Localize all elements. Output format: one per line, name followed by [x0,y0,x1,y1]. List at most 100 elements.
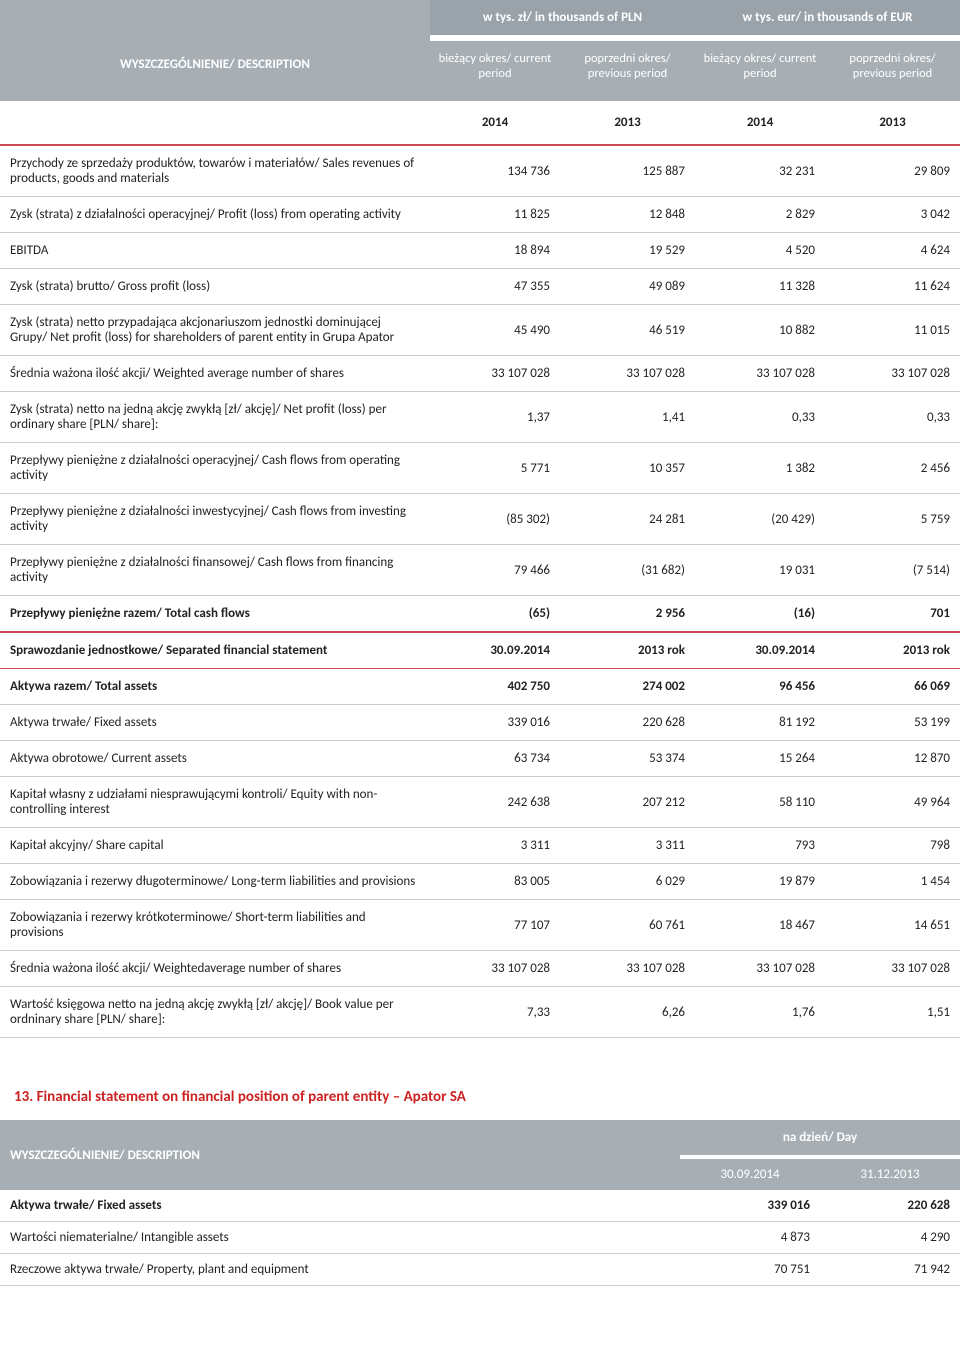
row-value: 33 107 028 [560,356,695,392]
row-desc: Zysk (strata) netto na jedną akcję zwykł… [0,392,430,443]
row-desc: Kapitał akcyjny/ Share capital [0,828,430,864]
year-cell: 2013 [825,101,960,145]
row-value: 1,37 [430,392,560,443]
table-row: Zobowiązania i rezerwy krótkoterminowe/ … [0,900,960,951]
row-desc: Wartości niematerialne/ Intangible asset… [0,1222,680,1254]
row-value: 11 624 [825,269,960,305]
row-desc: Aktywa trwałe/ Fixed assets [0,1190,680,1222]
section-val: 30.09.2014 [430,632,560,669]
row-value: 1,76 [695,987,825,1038]
row-desc: Przepływy pieniężne z działalności finan… [0,545,430,596]
row-value: 3 311 [560,828,695,864]
row-value: 45 490 [430,305,560,356]
year-cell: 2014 [695,101,825,145]
row-desc: Średnia ważona ilość akcji/ Weightedaver… [0,951,430,987]
row-value: 220 628 [820,1190,960,1222]
row-desc: Rzeczowe aktywa trwałe/ Property, plant … [0,1254,680,1286]
row-value: 793 [695,828,825,864]
financial-summary-table: w tys. zł/ in thousands of PLN w tys. eu… [0,0,960,1038]
row-value: 10 357 [560,443,695,494]
row-desc: Przepływy pieniężne z działalności inwes… [0,494,430,545]
row-value: 242 638 [430,777,560,828]
table-row: Rzeczowe aktywa trwałe/ Property, plant … [0,1254,960,1286]
row-value: 3 042 [825,197,960,233]
row-value: 77 107 [430,900,560,951]
row-value: 33 107 028 [430,356,560,392]
row-value: 81 192 [695,705,825,741]
row-value: 207 212 [560,777,695,828]
t2-group-header: na dzień/ Day [680,1120,960,1157]
header-group-row: w tys. zł/ in thousands of PLN w tys. eu… [0,0,960,38]
header-period-row: WYSZCZEGÓLNIENIE/ DESCRIPTION bieżący ok… [0,38,960,101]
table-row: Zysk (strata) brutto/ Gross profit (loss… [0,269,960,305]
table-row: Przepływy pieniężne z działalności inwes… [0,494,960,545]
row-value: 33 107 028 [825,951,960,987]
table-row: Średnia ważona ilość akcji/ Weightedaver… [0,951,960,987]
row-desc: Aktywa razem/ Total assets [0,669,430,705]
row-value: 15 264 [695,741,825,777]
row-value: (20 429) [695,494,825,545]
row-value: (85 302) [430,494,560,545]
table-row: Przychody ze sprzedaży produktów, towaró… [0,145,960,197]
row-value: 11 015 [825,305,960,356]
row-value: (16) [695,596,825,633]
row-desc: Średnia ważona ilość akcji/ Weighted ave… [0,356,430,392]
row-value: 2 456 [825,443,960,494]
row-value: 18 467 [695,900,825,951]
row-desc: Zobowiązania i rezerwy krótkoterminowe/ … [0,900,430,951]
table-row: Kapitał akcyjny/ Share capital3 3113 311… [0,828,960,864]
position-statement-table: WYSZCZEGÓLNIENIE/ DESCRIPTION na dzień/ … [0,1120,960,1286]
row-value: 701 [825,596,960,633]
row-value: 0,33 [695,392,825,443]
row-value: 4 624 [825,233,960,269]
t2-description-header: WYSZCZEGÓLNIENIE/ DESCRIPTION [0,1120,680,1190]
table-row: Aktywa obrotowe/ Current assets63 73453 … [0,741,960,777]
row-value: 33 107 028 [695,356,825,392]
section-title: 13. Financial statement on financial pos… [0,1038,960,1120]
section-val: 2013 rok [560,632,695,669]
row-desc: Przychody ze sprzedaży produktów, towaró… [0,145,430,197]
row-value: 1,41 [560,392,695,443]
row-value: 4 520 [695,233,825,269]
row-value: 7,33 [430,987,560,1038]
row-value: 0,33 [825,392,960,443]
table-row: Aktywa trwałe/ Fixed assets339 016220 62… [0,1190,960,1222]
row-desc: Zobowiązania i rezerwy długoterminowe/ L… [0,864,430,900]
row-value: 11 825 [430,197,560,233]
t2-col: 31.12.2013 [820,1157,960,1190]
row-value: 4 290 [820,1222,960,1254]
row-value: 125 887 [560,145,695,197]
table-row: Przepływy pieniężne z działalności finan… [0,545,960,596]
table-row: Średnia ważona ilość akcji/ Weighted ave… [0,356,960,392]
row-value: 14 651 [825,900,960,951]
row-desc: Przepływy pieniężne z działalności opera… [0,443,430,494]
row-value: 19 031 [695,545,825,596]
row-value: 220 628 [560,705,695,741]
row-value: 274 002 [560,669,695,705]
row-value: 71 942 [820,1254,960,1286]
row-desc: Kapitał własny z udziałami niesprawujący… [0,777,430,828]
row-value: 1,51 [825,987,960,1038]
row-value: 339 016 [680,1190,820,1222]
row-value: 1 454 [825,864,960,900]
description-header: WYSZCZEGÓLNIENIE/ DESCRIPTION [0,38,430,101]
table-row: Zobowiązania i rezerwy długoterminowe/ L… [0,864,960,900]
period-current-eur: bieżący okres/ current period [695,38,825,101]
row-value: 798 [825,828,960,864]
row-value: 11 328 [695,269,825,305]
t2-head-row: WYSZCZEGÓLNIENIE/ DESCRIPTION na dzień/ … [0,1120,960,1157]
row-desc: Aktywa trwałe/ Fixed assets [0,705,430,741]
row-desc: Zysk (strata) brutto/ Gross profit (loss… [0,269,430,305]
row-value: 47 355 [430,269,560,305]
row-value: 24 281 [560,494,695,545]
row-value: 33 107 028 [560,951,695,987]
row-value: 33 107 028 [430,951,560,987]
table-row: Zysk (strata) netto przypadająca akcjona… [0,305,960,356]
table-row: Aktywa trwałe/ Fixed assets339 016220 62… [0,705,960,741]
row-value: 63 734 [430,741,560,777]
table-row: Przepływy pieniężne z działalności opera… [0,443,960,494]
table-row: Wartości niematerialne/ Intangible asset… [0,1222,960,1254]
row-value: 6 029 [560,864,695,900]
row-value: 79 466 [430,545,560,596]
row-desc: Wartość księgowa netto na jedną akcję zw… [0,987,430,1038]
